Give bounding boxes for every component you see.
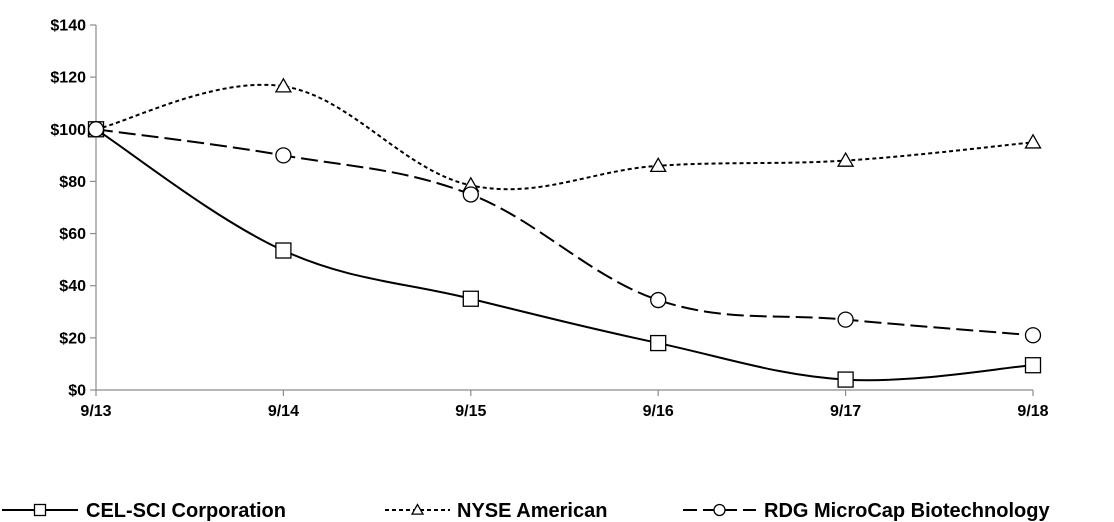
data-point — [650, 334, 667, 352]
y-tick-label: $100 — [50, 122, 86, 139]
legend-label: NYSE American — [457, 500, 607, 522]
legend-label: RDG MicroCap Biotechnology — [764, 500, 1050, 522]
legend-item: NYSE American — [385, 500, 607, 522]
y-tick-label: $120 — [50, 70, 86, 87]
y-axis-ticks: $0 $20 $40 $60 $80 $100 $120 $140 — [50, 18, 96, 400]
data-point — [87, 121, 105, 138]
data-point — [837, 311, 854, 328]
data-point — [1024, 357, 1042, 374]
data-point — [274, 77, 293, 93]
series-triangle — [87, 77, 1042, 192]
x-tick-label: 9/16 — [643, 403, 674, 420]
x-tick-label: 9/15 — [455, 403, 486, 420]
chart-axes — [95, 25, 1033, 391]
y-tick-label: $60 — [59, 226, 86, 243]
legend-item: RDG MicroCap Biotechnology — [683, 500, 1050, 522]
y-tick-label: $20 — [59, 330, 86, 347]
legend-marker — [33, 503, 47, 517]
y-tick-label: $140 — [50, 18, 86, 35]
data-point — [649, 156, 667, 173]
legend-item: CEL-SCI Corporation — [2, 500, 286, 522]
x-tick-label: 9/14 — [268, 403, 299, 420]
x-tick-label: 9/17 — [830, 403, 861, 420]
series-line — [95, 128, 1034, 337]
series-layer — [87, 77, 1042, 388]
legend-marker — [410, 503, 425, 515]
data-point — [462, 290, 479, 307]
data-point — [275, 242, 292, 259]
data-point — [1024, 327, 1042, 344]
series-line — [95, 83, 1034, 191]
data-point — [462, 186, 479, 203]
data-point — [650, 291, 667, 309]
legend: CEL-SCI Corporation NYSE American RDG Micr… — [2, 500, 1050, 522]
series-circle — [87, 121, 1042, 344]
x-tick-label: 9/18 — [1017, 403, 1048, 420]
data-point — [1024, 133, 1042, 149]
legend-marker — [713, 503, 726, 517]
data-point — [837, 371, 854, 388]
y-tick-label: $40 — [59, 278, 86, 295]
legend-label: CEL-SCI Corporation — [86, 500, 286, 522]
x-axis-ticks: 9/13 9/14 9/15 9/16 9/17 9/18 — [80, 390, 1049, 420]
y-tick-label: $80 — [59, 174, 86, 191]
data-point — [836, 151, 855, 167]
series-square — [87, 121, 1042, 388]
series-line — [95, 128, 1034, 382]
data-point — [275, 147, 292, 164]
x-tick-label: 9/13 — [80, 403, 111, 420]
y-tick-label: $0 — [68, 383, 86, 400]
